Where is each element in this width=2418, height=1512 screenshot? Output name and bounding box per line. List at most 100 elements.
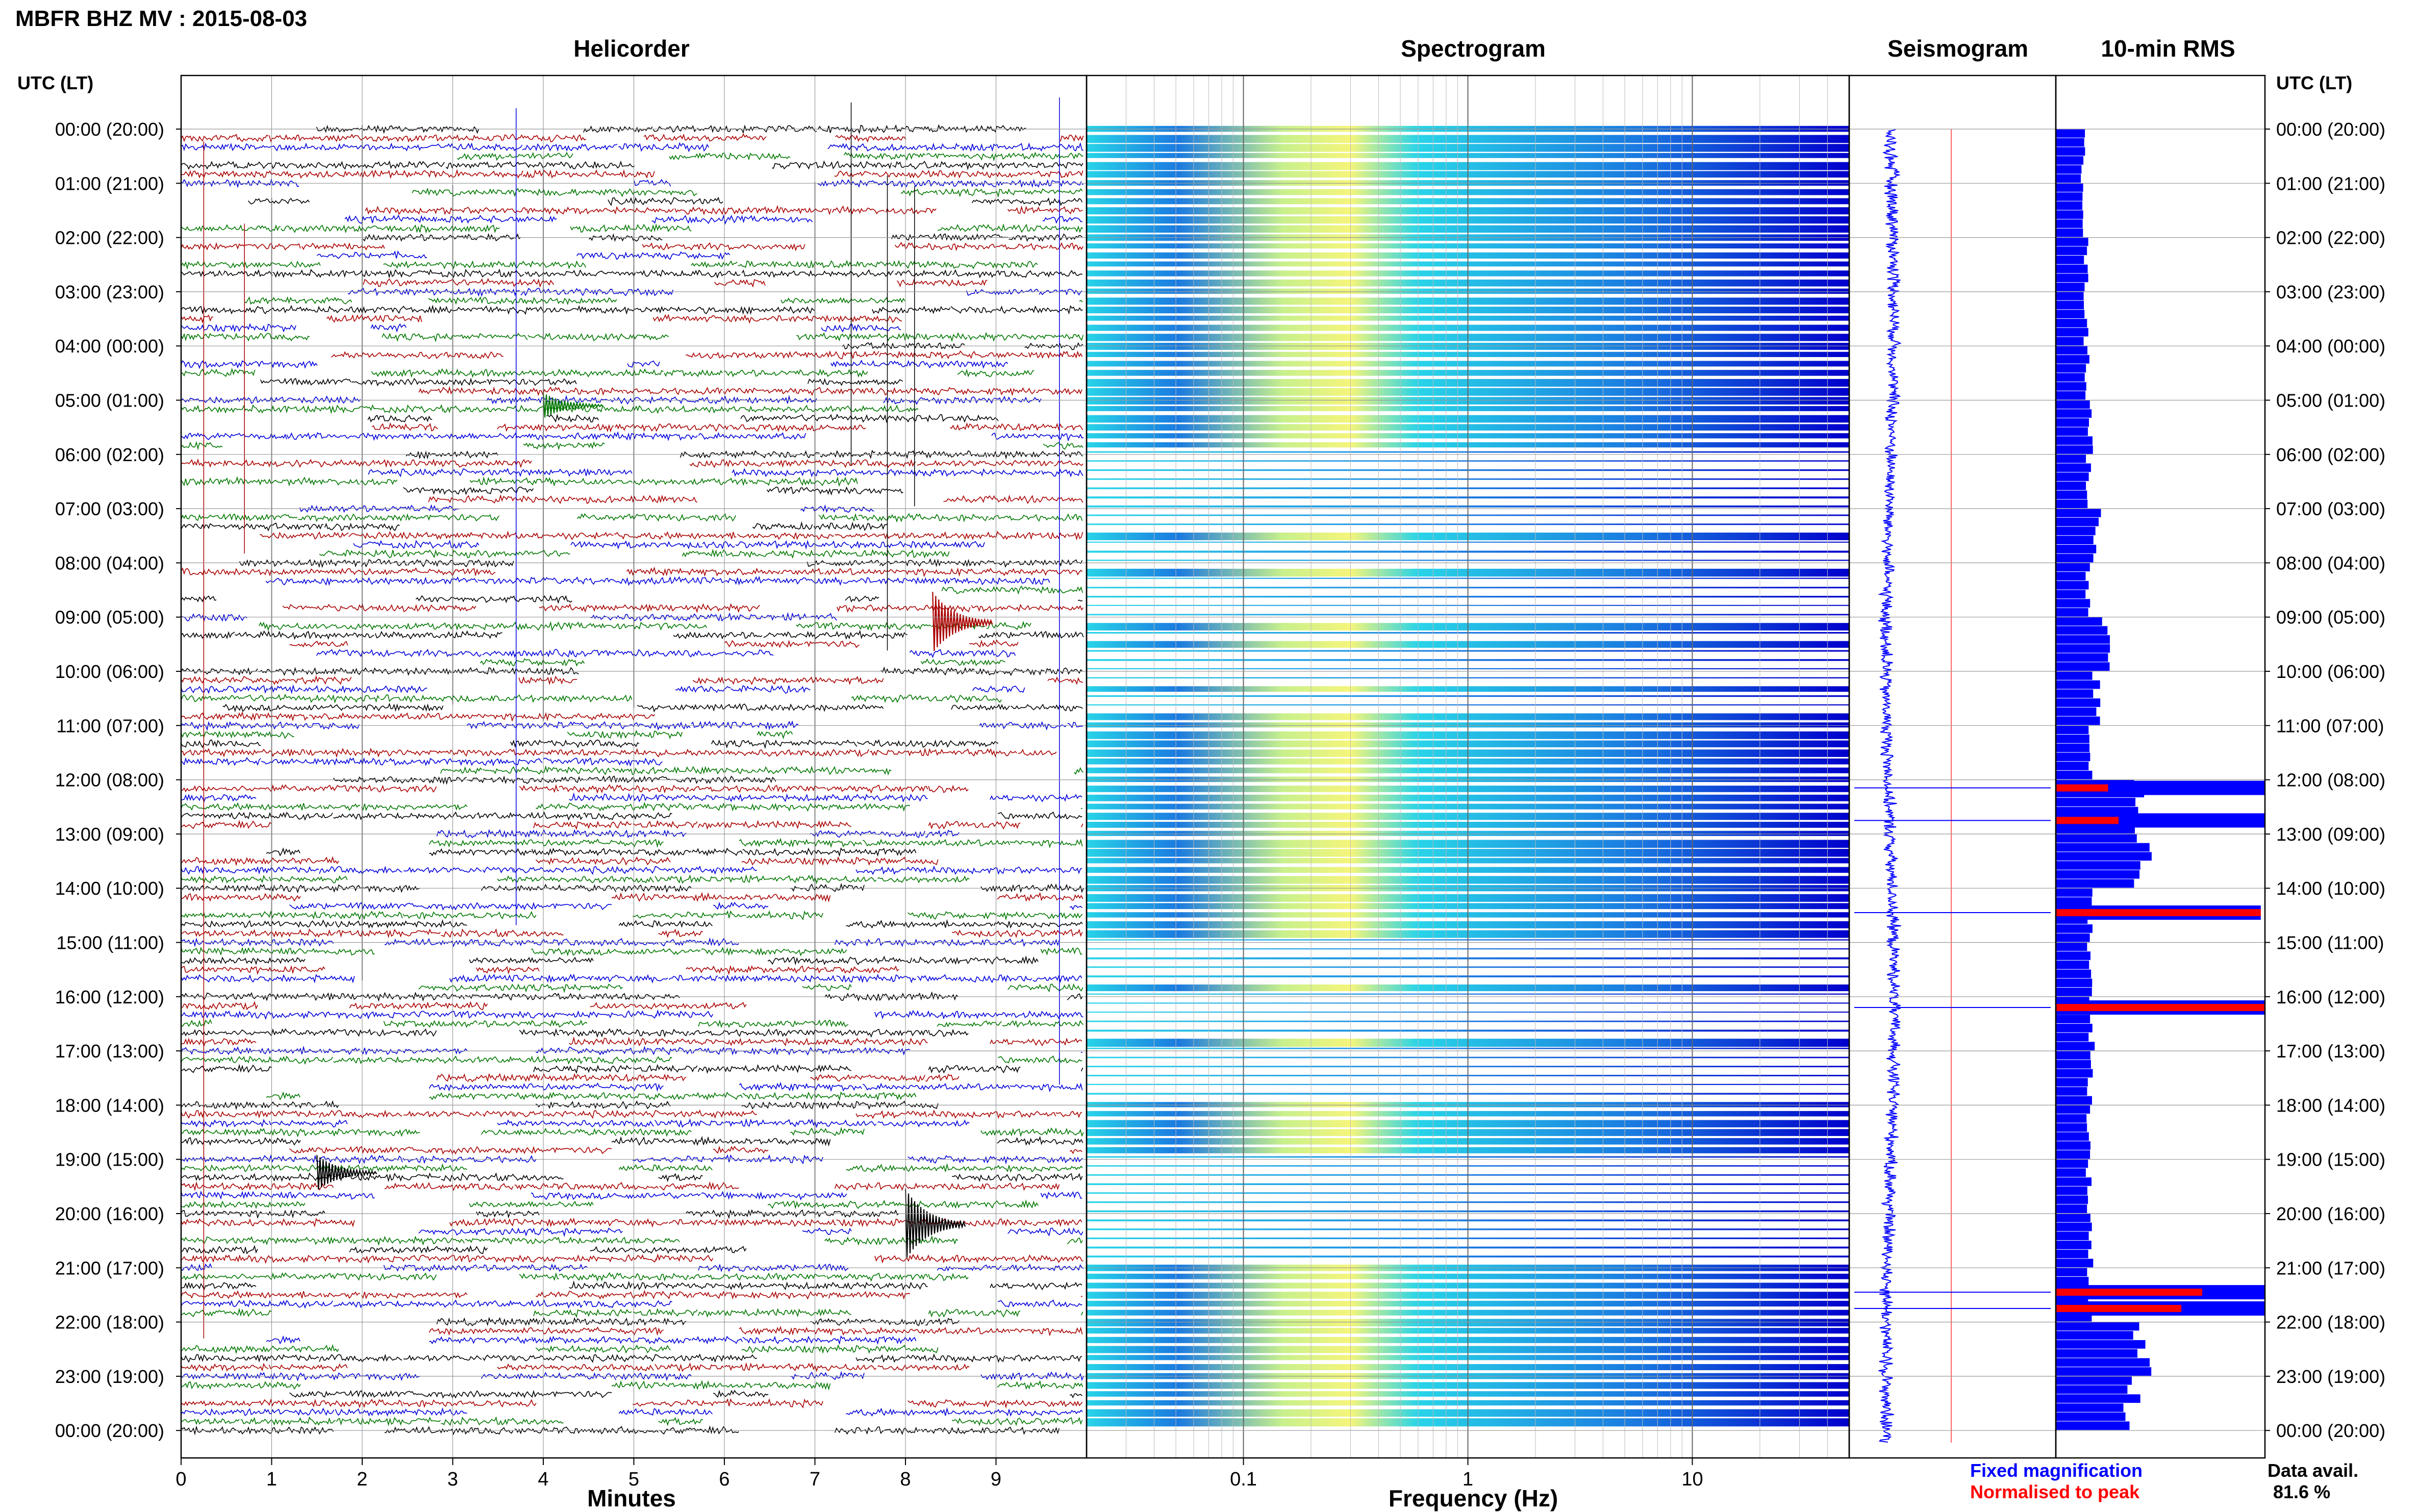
helicorder-trace bbox=[181, 404, 919, 414]
y-tick-label-right: 22:00 (18:00) bbox=[2276, 1312, 2385, 1333]
y-tick-label-left: 18:00 (14:00) bbox=[55, 1095, 164, 1116]
rms-bar bbox=[2056, 300, 2084, 310]
y-tick-label-left: 02:00 (22:00) bbox=[55, 228, 164, 248]
helicorder-trace bbox=[181, 1299, 1082, 1309]
rms-bar bbox=[2056, 1394, 2140, 1403]
rms-bar bbox=[2056, 499, 2088, 509]
helicorder-trace bbox=[480, 658, 1005, 667]
y-tick-label-left: 21:00 (17:00) bbox=[55, 1257, 164, 1278]
y-tick-label-left: 05:00 (01:00) bbox=[55, 390, 164, 411]
y-tick-label-right: 02:00 (22:00) bbox=[2276, 228, 2385, 248]
helicorder-trace bbox=[181, 910, 1083, 921]
rms-bar bbox=[2056, 1421, 2130, 1430]
helicorder-trace bbox=[181, 892, 1084, 903]
rms-bar bbox=[2056, 1078, 2088, 1087]
helicorder-trace bbox=[418, 983, 1084, 993]
y-tick-label-left: 13:00 (09:00) bbox=[55, 824, 164, 845]
helicorder-trace bbox=[316, 124, 1026, 135]
rms-bar bbox=[2056, 1141, 2090, 1150]
helicorder-trace bbox=[367, 413, 999, 423]
rms-bar bbox=[2056, 671, 2093, 680]
rms-bar bbox=[2056, 1087, 2087, 1096]
helicorder-trace bbox=[181, 1416, 1083, 1426]
y-tick-label-right: 11:00 (07:00) bbox=[2276, 715, 2384, 736]
figure-title: MBFR BHZ MV : 2015-08-03 bbox=[15, 6, 308, 31]
rms-bar bbox=[2056, 617, 2102, 626]
rms-bar bbox=[2056, 219, 2083, 228]
helicorder-trace bbox=[181, 1118, 970, 1128]
rms-bar bbox=[2056, 798, 2136, 807]
rms-bar bbox=[2056, 861, 2140, 870]
helicorder-trace bbox=[440, 765, 1084, 776]
rms-bar bbox=[2056, 201, 2083, 210]
y-tick-label-left: 07:00 (03:00) bbox=[55, 498, 164, 519]
rms-bar bbox=[2056, 897, 2092, 906]
helicorder-trace bbox=[181, 1019, 1084, 1028]
rms-bar bbox=[2056, 599, 2090, 608]
helicorder-trace bbox=[436, 1073, 960, 1082]
helicorder-trace bbox=[181, 521, 888, 532]
helicorder-trace bbox=[181, 1172, 1083, 1182]
rms-bar bbox=[2056, 1096, 2092, 1105]
helicorder-trace bbox=[244, 296, 1083, 306]
helicorder-trace bbox=[429, 838, 1083, 848]
helicorder-trace bbox=[368, 468, 1084, 477]
rms-bar bbox=[2056, 572, 2086, 581]
rms-bar bbox=[2056, 1376, 2132, 1385]
rms-bar bbox=[2056, 264, 2088, 273]
y-tick-label-right: 10:00 (06:00) bbox=[2276, 661, 2385, 682]
rms-bar bbox=[2056, 310, 2085, 319]
rms-bar bbox=[2056, 843, 2150, 852]
data-avail-value: 81.6 % bbox=[2273, 1481, 2331, 1502]
rms-bar bbox=[2056, 138, 2084, 147]
helicorder-trace bbox=[418, 386, 1082, 396]
helicorder-trace bbox=[181, 1380, 1084, 1391]
helicorder-trace bbox=[181, 1362, 970, 1373]
rms-bar bbox=[2056, 1204, 2087, 1213]
y-tick-label-right: 09:00 (05:00) bbox=[2276, 607, 2385, 628]
rms-bar bbox=[2056, 400, 2090, 409]
y-tick-label-right: 01:00 (21:00) bbox=[2276, 173, 2385, 194]
y-tick-label-left: 06:00 (02:00) bbox=[55, 444, 164, 465]
rms-bar bbox=[2056, 228, 2083, 237]
rms-bar bbox=[2056, 256, 2084, 264]
rms-bar bbox=[2056, 1249, 2088, 1258]
helicorder-trace bbox=[181, 739, 999, 749]
y-tick-label-right: 06:00 (02:00) bbox=[2276, 444, 2385, 465]
y-tick-label-left: 09:00 (05:00) bbox=[55, 607, 164, 628]
rms-bar bbox=[2056, 526, 2096, 536]
helicorder-trace bbox=[429, 1081, 1083, 1093]
y-header-right: UTC (LT) bbox=[2276, 72, 2353, 93]
rms-bar bbox=[2056, 1042, 2095, 1051]
data-avail-label: Data avail. bbox=[2268, 1460, 2359, 1481]
rms-bar bbox=[2056, 409, 2092, 418]
y-tick-label-right: 04:00 (00:00) bbox=[2276, 336, 2385, 357]
rms-title: 10-min RMS bbox=[2101, 35, 2235, 62]
helicorder-trace bbox=[181, 595, 1083, 604]
rms-bar bbox=[2056, 1177, 2092, 1186]
helicorder-trace bbox=[181, 1253, 1084, 1264]
legend-fixed-magnification: Fixed magnification bbox=[1970, 1460, 2143, 1481]
helicorder-trace bbox=[181, 441, 1084, 450]
helicorder-traces bbox=[181, 97, 1084, 1435]
rms-bar bbox=[2056, 1015, 2090, 1023]
rms-bar bbox=[2056, 544, 2097, 553]
rms-bar bbox=[2056, 1412, 2126, 1421]
helicorder-trace bbox=[266, 1335, 917, 1345]
rms-bar bbox=[2056, 1340, 2146, 1349]
x-tick-label-minutes: 6 bbox=[719, 1469, 729, 1490]
helicorder-trace bbox=[181, 720, 1083, 732]
helicorder-trace bbox=[181, 1407, 1083, 1417]
helicorder-trace bbox=[941, 585, 1083, 595]
helicorder-trace bbox=[181, 1191, 1082, 1201]
helicorder-trace bbox=[181, 223, 1084, 234]
helicorder-trace bbox=[333, 775, 776, 785]
rms-bar bbox=[2056, 165, 2082, 174]
rms-bar bbox=[2056, 210, 2083, 219]
rms-bar bbox=[2056, 364, 2086, 373]
rms-bar bbox=[2056, 1195, 2088, 1204]
rms-bar bbox=[2056, 237, 2088, 246]
rms-bar bbox=[2056, 852, 2152, 861]
helicorder-trace bbox=[181, 711, 656, 722]
rms-bar bbox=[2056, 888, 2093, 897]
